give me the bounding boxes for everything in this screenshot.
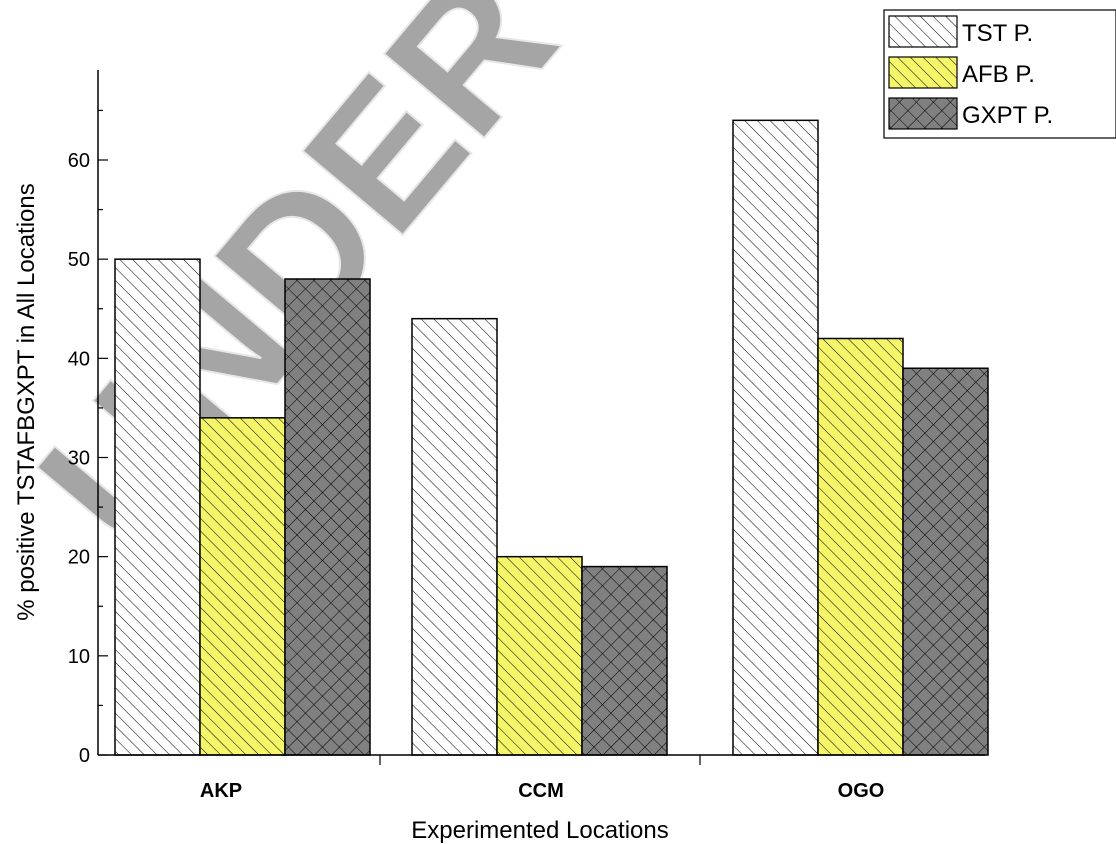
- bar-ccm-3: [581, 565, 668, 756]
- bars-layer: [114, 119, 989, 756]
- bar-ogo-2: [817, 337, 904, 756]
- legend-swatch-3: [888, 97, 958, 130]
- x-tick-label-ogo: OGO: [838, 780, 885, 802]
- legend: TST P. AFB P. GXPT P.: [883, 9, 1116, 139]
- y-tick-label: 60: [68, 150, 90, 172]
- x-tick-label-akp: AKP: [200, 780, 242, 802]
- bar-akp-3: [284, 278, 371, 756]
- bar-akp-2: [199, 417, 286, 756]
- bar-ogo-3: [902, 367, 989, 756]
- y-axis-title: % positive TSTAFBGXPT in All Locations: [13, 183, 40, 621]
- x-tick-label-ccm: CCM: [518, 780, 564, 802]
- axes-layer: 0 10 20 30 40 50 60 AKP CCM OGO: [68, 70, 985, 802]
- bar-akp-1: [114, 258, 201, 756]
- y-tick-label: 20: [68, 547, 90, 569]
- legend-label-3: GXPT P.: [962, 102, 1053, 129]
- y-tick-label: 0: [79, 745, 90, 767]
- legend-swatch-2: [888, 56, 958, 89]
- y-tick-label: 10: [68, 646, 90, 668]
- bar-ccm-1: [411, 317, 498, 756]
- y-tick-label: 40: [68, 348, 90, 370]
- y-tick-label: 50: [68, 249, 90, 271]
- bar-ogo-1: [732, 119, 819, 756]
- y-tick-label: 30: [68, 448, 90, 470]
- legend-swatch-1: [888, 15, 958, 48]
- bar-ccm-2: [496, 555, 583, 756]
- x-axis-title: Experimented Locations: [411, 817, 668, 844]
- legend-label-1: TST P.: [962, 20, 1033, 47]
- legend-label-2: AFB P.: [962, 61, 1035, 88]
